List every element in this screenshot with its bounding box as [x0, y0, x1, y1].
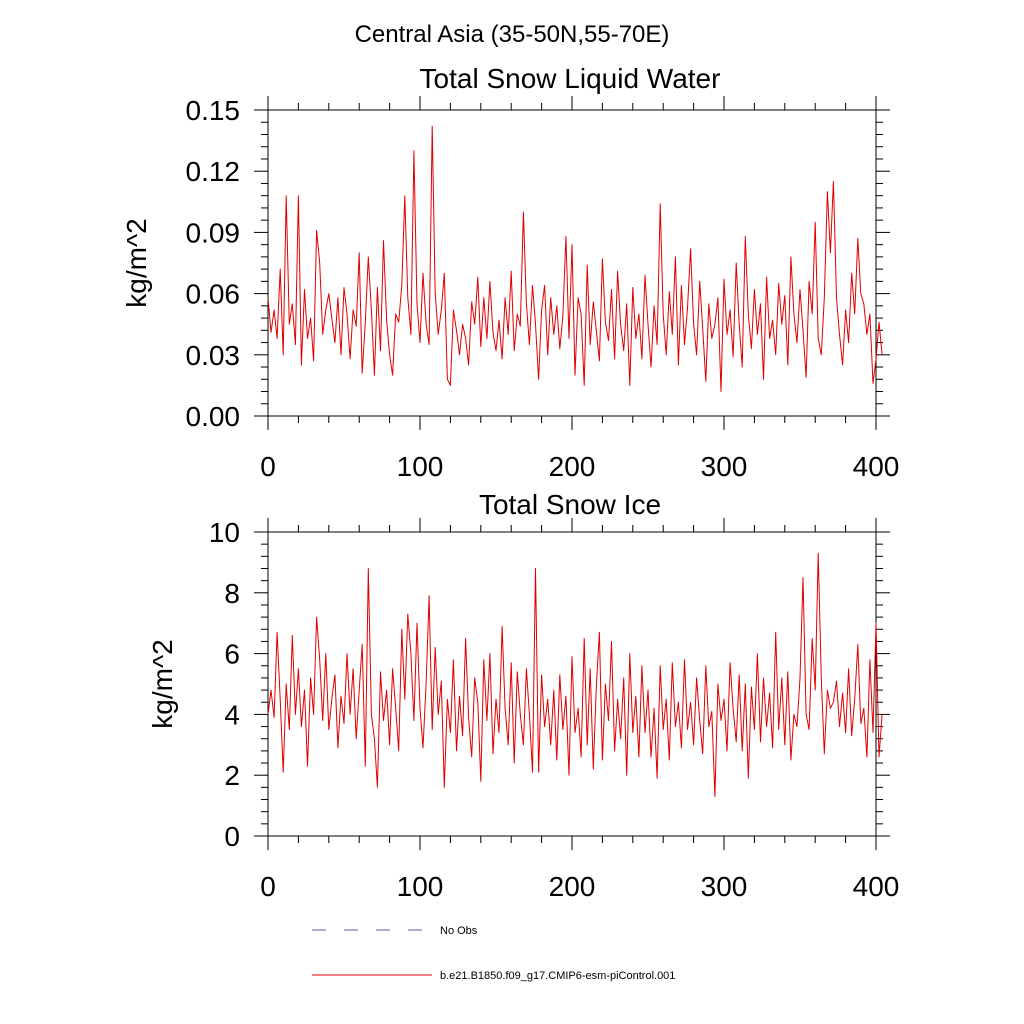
figure-title: Central Asia (35-50N,55-70E) [355, 21, 670, 48]
chart-1-ytick-label: 10 [209, 517, 240, 548]
legend: No Obs b.e21.B1850.f09_g17.CMIP6-esm-piCo… [312, 925, 675, 982]
chart-1-ytick-label: 6 [224, 639, 240, 670]
chart-0-ytick-label: 0.09 [186, 217, 241, 248]
chart-0-ytick-label: 0.12 [186, 156, 241, 187]
chart-1-series-line [267, 552, 883, 797]
legend-label-1: b.e21.B1850.f09_g17.CMIP6-esm-piControl.… [440, 970, 675, 982]
chart-1-title: Total Snow Ice [479, 489, 661, 520]
chart-1-ylabel: kg/m^2 [147, 639, 178, 728]
chart-1-xtick-label: 0 [260, 871, 276, 902]
chart-0-xtick-label: 400 [853, 451, 900, 482]
chart-1-ytick-label: 4 [224, 699, 240, 730]
chart-0-ytick-label: 0.00 [186, 401, 241, 432]
chart-0-title: Total Snow Liquid Water [420, 63, 721, 94]
chart-0-ylabel: kg/m^2 [121, 218, 152, 307]
chart-1-xtick-label: 400 [853, 871, 900, 902]
chart-1-xtick-label: 100 [397, 871, 444, 902]
chart-0-xtick-label: 100 [397, 451, 444, 482]
chart-0-series-line [267, 125, 883, 392]
chart-1-ytick-label: 0 [224, 821, 240, 852]
chart-0-ytick-label: 0.03 [186, 340, 241, 371]
chart-1-xtick-label: 300 [701, 871, 748, 902]
chart-1-xtick-label: 200 [549, 871, 596, 902]
chart-1-ytick-label: 8 [224, 578, 240, 609]
chart-0-xtick-label: 200 [549, 451, 596, 482]
chart-1-ytick-label: 2 [224, 760, 240, 791]
chart-0-xtick-label: 300 [701, 451, 748, 482]
chart-0-xtick-label: 0 [260, 451, 276, 482]
chart-0-ytick-label: 0.06 [186, 279, 241, 310]
plot-snow-liquid-water: Total Snow Liquid Water 0.00 0.03 0.06 0.09 0… [121, 63, 899, 482]
legend-label-0: No Obs [440, 925, 478, 937]
chart-0-ytick-label: 0.15 [186, 95, 241, 126]
